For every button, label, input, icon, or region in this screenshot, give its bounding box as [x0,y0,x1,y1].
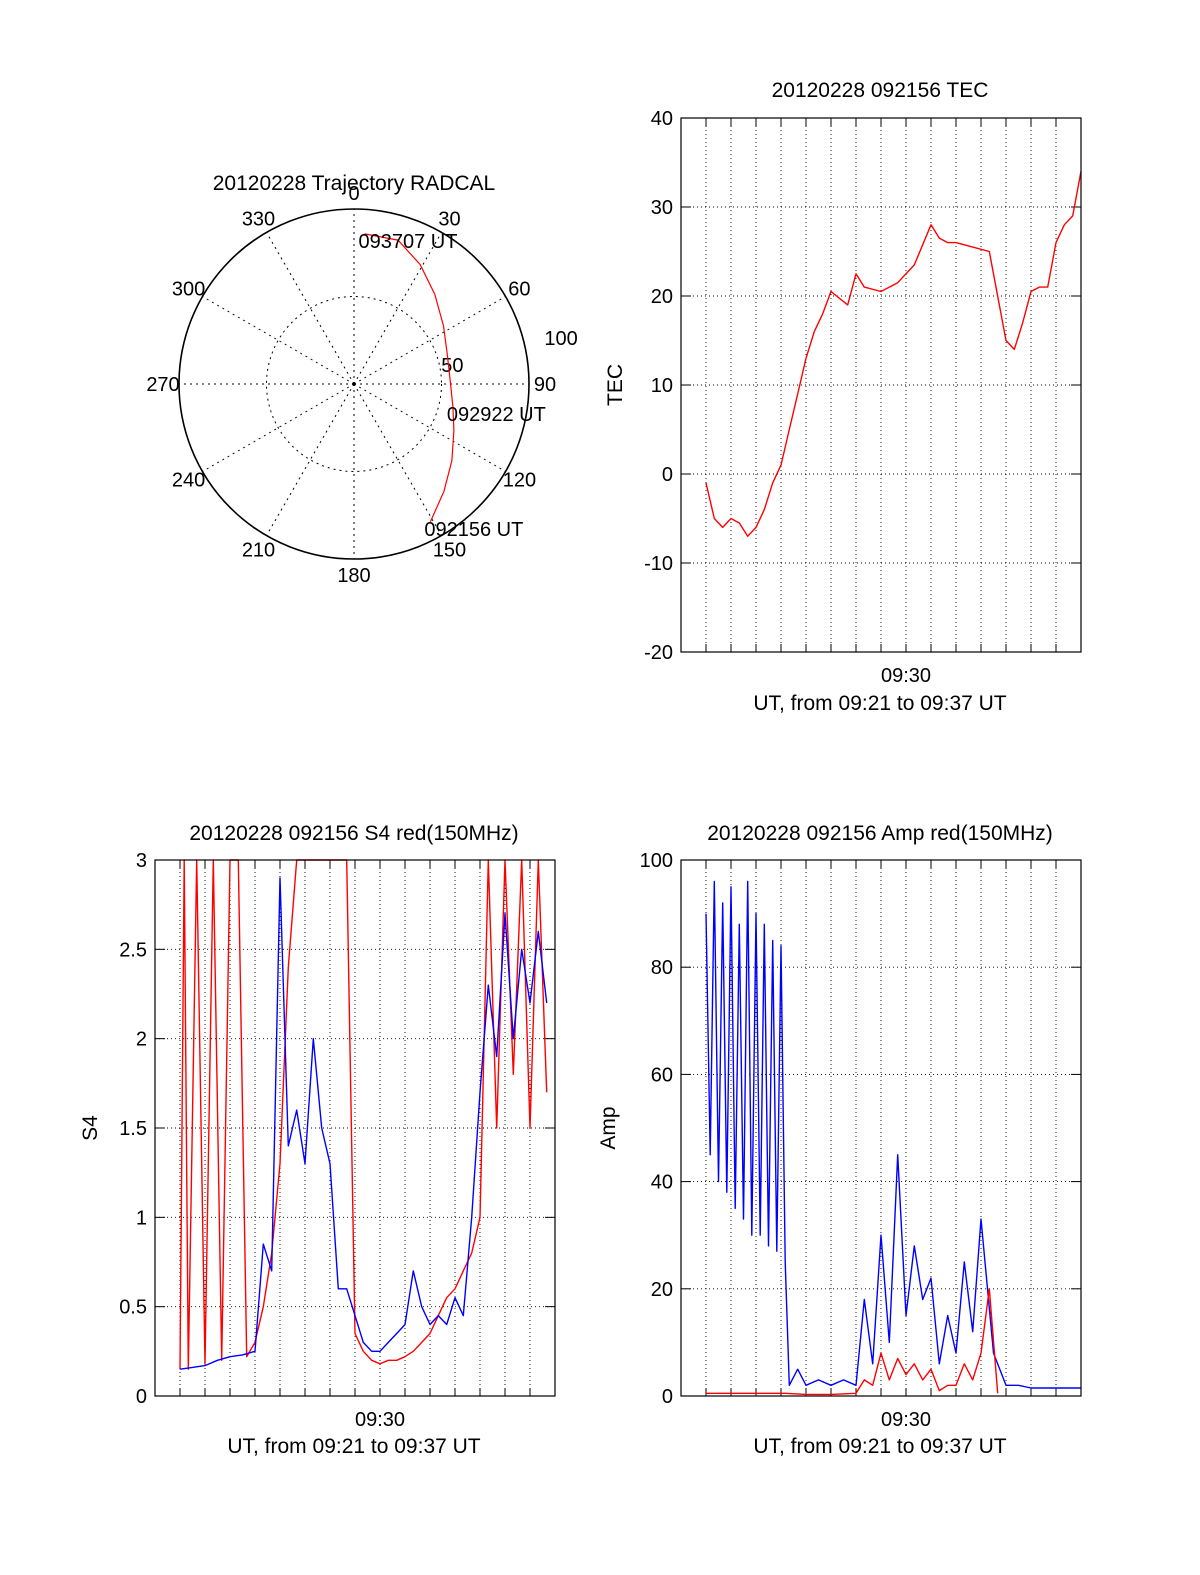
amp-ytick-label: 40 [651,1172,673,1194]
tec-ytick-label: 20 [651,286,673,308]
s4-xtick-label: 09:30 [355,1409,405,1431]
polar-ring-50 [266,296,442,472]
s4-ytick-label: 3 [136,850,147,872]
tec-title: 20120228 092156 TEC [772,79,989,102]
tec-ytick-label: -20 [644,642,673,664]
polar-azimuth-label: 180 [337,565,370,587]
tec-ylabel: TEC [604,364,627,406]
tec-series [705,171,1082,537]
polar-radial-labels: 50 100 [441,328,578,377]
s4-chart: 20120228 092156 S4 red(150MHz) S4 UT, fr… [79,822,556,1458]
s4-ytick-label: 0.5 [119,1297,147,1319]
s4-ytick-label: 1.5 [119,1118,147,1140]
s4-series-line-blue [179,877,548,1370]
s4-title: 20120228 092156 S4 red(150MHz) [189,822,518,845]
polar-spoke [202,296,355,385]
amp-ytick-label: 100 [640,850,673,872]
polar-track-label: 092922 UT [447,404,546,426]
polar-track-labels: 092156 UT 092922 UT 093707 UT [358,231,545,541]
polar-title: 20120228 Trajectory RADCAL [213,172,496,195]
polar-grid [178,208,530,560]
polar-azimuth-label: 210 [242,539,275,561]
tec-ytick-label: 40 [651,108,673,130]
polar-spoke [202,383,355,472]
polar-spoke [266,383,355,536]
tec-ticks: -20 -10 0 10 20 30 40 09:30 [644,108,1082,687]
amp-ytick-label: 80 [651,957,673,979]
amp-title: 20120228 092156 Amp red(150MHz) [707,822,1053,845]
polar-spoke [353,296,506,385]
polar-track-label: 092156 UT [424,519,523,541]
amp-chart: 20120228 092156 Amp red(150MHz) Amp UT, … [597,822,1082,1458]
polar-azimuth-label: 90 [534,374,556,396]
tec-ytick-label: -10 [644,553,673,575]
tec-ytick-label: 30 [651,197,673,219]
polar-azimuth-label: 30 [438,209,460,231]
amp-xlabel: UT, from 09:21 to 09:37 UT [753,1435,1006,1458]
amp-ytick-label: 60 [651,1064,673,1086]
amp-ylabel: Amp [597,1106,620,1149]
s4-ytick-label: 2.5 [119,939,147,961]
s4-ytick-label: 1 [136,1207,147,1229]
polar-radial-label: 50 [441,355,463,377]
tec-series-line-main [705,171,1082,537]
polar-spoke [266,232,355,385]
polar-radial-label: 100 [544,328,577,350]
s4-frame [154,859,556,1397]
amp-frame [680,859,1082,1397]
polar-track-label: 093707 UT [358,231,457,253]
polar-azimuth-label: 120 [503,470,536,492]
polar-azimuth-label: 330 [242,209,275,231]
s4-ylabel: S4 [79,1115,102,1141]
amp-series [705,880,1081,1396]
s4-ytick-label: 0 [136,1386,147,1408]
polar-azimuth-labels: 0 30 60 90 120 150 180 210 240 270 300 330 [146,183,556,587]
amp-ytick-label: 0 [662,1386,673,1408]
tec-ytick-label: 0 [662,464,673,486]
amp-xtick-label: 09:30 [881,1409,931,1431]
tec-chart: 20120228 092156 TEC TEC UT, from 09:21 t… [604,79,1082,715]
tec-xtick-label: 09:30 [881,665,931,687]
polar-azimuth-label: 0 [348,183,359,205]
polar-azimuth-label: 60 [508,279,530,301]
tec-grid [680,117,1082,653]
tec-ytick-label: 10 [651,375,673,397]
polar-azimuth-label: 150 [433,539,466,561]
polar-spoke [353,232,442,385]
tec-xlabel: UT, from 09:21 to 09:37 UT [753,692,1006,715]
amp-ticks: 0 20 40 60 80 100 09:30 [640,850,1082,1431]
amp-ytick-label: 20 [651,1279,673,1301]
amp-series-line-blue [705,880,1081,1389]
polar-trajectory-chart: 20120228 Trajectory RADCAL 0 30 60 90 120 150… [146,172,577,587]
polar-track-line [364,233,455,523]
polar-spoke [353,383,442,536]
tec-frame [680,117,1082,653]
polar-azimuth-label: 300 [172,279,205,301]
s4-xlabel: UT, from 09:21 to 09:37 UT [227,1435,480,1458]
polar-azimuth-label: 270 [146,374,179,396]
amp-series-line-red [706,1288,999,1396]
s4-ytick-label: 2 [136,1029,147,1051]
polar-azimuth-label: 240 [172,470,205,492]
s4-ticks: 0 0.5 1 1.5 2 2.5 3 09:30 [119,850,556,1431]
polar-spoke [353,383,506,472]
polar-track [364,233,455,523]
